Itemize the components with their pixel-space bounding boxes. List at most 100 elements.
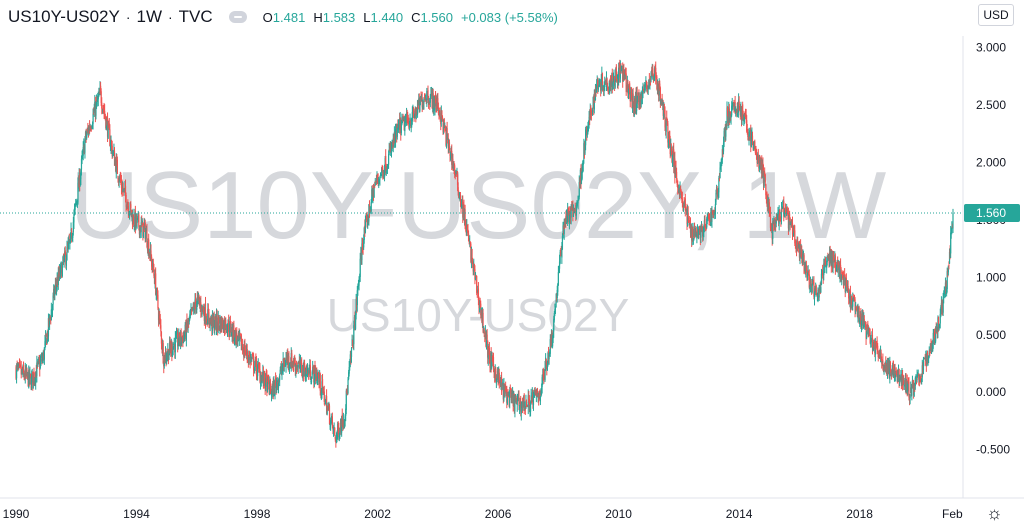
candle-body	[39, 360, 41, 368]
candle-body	[288, 365, 291, 368]
price-axis[interactable]: 3.0002.5002.0001.5001.0000.5000.000-0.50…	[976, 41, 1010, 457]
candle-body	[567, 209, 569, 215]
candle-body	[43, 347, 45, 360]
candle-body	[704, 224, 707, 227]
candle-body	[478, 302, 481, 310]
candle-body	[561, 248, 563, 258]
candle-body	[848, 288, 850, 299]
candle-body	[338, 427, 340, 438]
candle-body	[945, 283, 947, 292]
candle-body	[187, 320, 189, 328]
candle-body	[882, 364, 885, 370]
candle-body	[578, 182, 580, 198]
candle-body	[359, 277, 361, 280]
candle-body	[253, 370, 255, 372]
candle-body	[350, 348, 353, 357]
candle-body	[561, 236, 564, 249]
candle-body	[864, 322, 866, 325]
candle-body	[320, 391, 322, 395]
candle-body	[707, 214, 709, 219]
candle-body	[775, 223, 777, 225]
candle-body	[367, 219, 369, 225]
candle-body	[464, 209, 466, 227]
candle-body	[339, 431, 341, 436]
candle-body	[369, 210, 371, 213]
candle-body	[853, 296, 856, 300]
candle-body	[889, 362, 891, 380]
candle-body	[794, 241, 796, 245]
candle-body	[585, 129, 587, 146]
candle-body	[377, 177, 379, 180]
candle-body	[380, 174, 382, 177]
candle-body	[91, 124, 94, 128]
candle-body	[837, 260, 839, 271]
candle-body	[540, 391, 542, 395]
candle-body	[741, 106, 743, 121]
candle-body	[567, 208, 569, 222]
candle-body	[218, 316, 220, 324]
candle-body	[255, 362, 258, 376]
symbol-title[interactable]: US10Y-US02Y · 1W · TVC	[8, 7, 213, 26]
candle-body	[556, 289, 558, 299]
candle-body	[870, 341, 872, 344]
candle-body	[545, 358, 547, 365]
candle-body	[793, 227, 795, 232]
candle-body	[60, 263, 62, 267]
candle-body	[640, 93, 642, 105]
candle-body	[909, 394, 911, 399]
candle-body	[751, 135, 754, 144]
candle-body	[780, 208, 783, 219]
candle-body	[270, 388, 272, 394]
time-axis[interactable]: 1990 1994 1998 2002 2006 2010 2014 2018 Feb	[3, 507, 963, 521]
candle-body	[123, 188, 125, 191]
candle-body	[312, 366, 314, 374]
candle-body	[790, 224, 792, 226]
candle-body	[782, 206, 784, 209]
candle-body	[720, 166, 722, 168]
candle-body	[174, 337, 176, 353]
candle-body	[700, 230, 702, 238]
collapse-toggle-icon[interactable]	[228, 11, 247, 23]
candle-body	[483, 327, 485, 331]
candle-body	[660, 100, 662, 104]
candle-body	[809, 282, 812, 287]
candle-body	[459, 194, 462, 202]
candle-body	[815, 285, 817, 295]
candle-body	[422, 105, 424, 109]
candle-body	[474, 268, 476, 280]
candle-body	[692, 228, 694, 237]
candle-body	[188, 318, 190, 322]
candle-body	[680, 188, 682, 192]
candle-body	[45, 333, 47, 337]
gear-icon[interactable]: ☼	[986, 503, 1003, 523]
candle-body	[783, 201, 785, 217]
candle-body	[349, 364, 351, 366]
currency-button[interactable]: USD	[978, 4, 1014, 26]
candle-body	[630, 87, 632, 100]
candle-body	[726, 107, 729, 116]
candle-body	[619, 66, 621, 79]
candle-body	[267, 375, 269, 380]
candle-body	[702, 230, 704, 237]
candle-body	[492, 357, 495, 368]
candle-body	[145, 232, 147, 239]
candle-body	[270, 394, 273, 396]
candle-body	[722, 142, 725, 152]
candle-body	[364, 221, 367, 233]
candle-body	[371, 189, 373, 202]
candle-body	[527, 395, 529, 408]
candle-body	[406, 115, 408, 121]
candle-body	[706, 218, 708, 228]
candle-body	[379, 177, 381, 180]
candle-body	[534, 389, 536, 394]
candle-body	[907, 383, 909, 392]
candle-body	[863, 319, 865, 325]
candle-body	[845, 277, 847, 288]
candle-body	[254, 366, 256, 371]
candle-body	[258, 364, 260, 369]
candle-body	[889, 362, 892, 369]
candle-body	[55, 283, 57, 288]
candle-body	[324, 399, 327, 404]
candle-body	[878, 354, 880, 356]
